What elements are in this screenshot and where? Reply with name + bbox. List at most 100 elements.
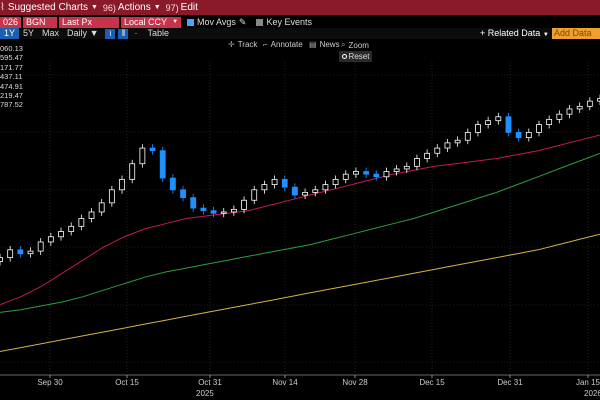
- related-data-label: + Related Data: [480, 28, 541, 38]
- candle-body: [353, 171, 359, 175]
- x-tick-label: Nov 14: [272, 378, 298, 387]
- candle-body: [17, 249, 24, 255]
- annotate-button[interactable]: ⌐ Annotate: [263, 40, 303, 49]
- actions-menu[interactable]: 96) Actions ▼: [103, 0, 166, 15]
- x-tick-label: Oct 15: [115, 378, 139, 387]
- security-field[interactable]: 026: [0, 16, 22, 28]
- reset-button[interactable]: Reset: [339, 51, 372, 62]
- line-chart-icon[interactable]: ⌇: [105, 28, 116, 39]
- news-icon: ▤: [309, 40, 317, 49]
- candle-body: [27, 250, 34, 255]
- candle-body: [37, 241, 44, 252]
- period-max[interactable]: Max: [42, 28, 60, 38]
- ma-short-line: [0, 134, 600, 306]
- caret-down-icon: ▼: [542, 32, 549, 38]
- candle-body: [129, 163, 136, 180]
- top-menu-bar: ⌇ Suggested Charts ▼ 96) Actions ▼ 97) E…: [0, 0, 600, 15]
- candle-body: [47, 236, 54, 243]
- candle-body: [525, 132, 532, 139]
- x-tick-label: Jan 15: [576, 378, 600, 387]
- price-field-value: Last Px: [62, 16, 93, 27]
- candle-body: [68, 225, 75, 232]
- price-field-select[interactable]: Last Px: [59, 16, 120, 28]
- year-label-2025: 2025: [196, 389, 214, 398]
- candle-body: [597, 98, 600, 102]
- track-label: Track: [237, 40, 258, 49]
- pencil-icon[interactable]: ✎: [238, 16, 247, 27]
- x-tick-label: Dec 15: [419, 378, 445, 387]
- legend-value: 219.47: [0, 90, 23, 100]
- table-button[interactable]: Table: [147, 28, 169, 38]
- candle-body: [536, 124, 542, 133]
- annotate-label: Annotate: [270, 40, 303, 49]
- zoom-button[interactable]: ⌕ Zoom: [341, 40, 369, 50]
- candle-body: [180, 189, 186, 199]
- candle-body: [312, 189, 319, 193]
- candle-body: [454, 139, 461, 144]
- caret-down-icon: ▼: [153, 4, 161, 11]
- candle-body: [485, 120, 492, 125]
- candle-body: [363, 171, 370, 175]
- candle-body: [7, 249, 14, 259]
- candle-chart-icon[interactable]: ⫼: [118, 28, 129, 39]
- x-tick-label: Oct 31: [198, 378, 222, 387]
- source-value: BGN: [26, 16, 46, 27]
- candle-body: [220, 211, 227, 214]
- news-button[interactable]: ▤ News: [309, 40, 340, 49]
- period-5y[interactable]: 5Y: [23, 28, 35, 38]
- key-events-checkbox[interactable]: [256, 18, 264, 26]
- legend-value: 437.11: [0, 72, 23, 82]
- candle-body: [159, 150, 166, 179]
- reset-icon: [341, 54, 347, 59]
- mov-avgs-checkbox[interactable]: [187, 18, 195, 26]
- ma-long-line: [0, 233, 600, 352]
- caret-down-icon: ▼: [172, 18, 179, 25]
- legend-value: 060.13: [0, 44, 23, 53]
- source-field[interactable]: BGN: [23, 16, 58, 28]
- edit-menu[interactable]: 97) Edit: [166, 0, 203, 15]
- zoom-icon: ⌕: [341, 40, 346, 49]
- candle-body: [139, 147, 146, 165]
- candle-body: [88, 211, 95, 219]
- year-label-2026: 2026: [584, 389, 600, 398]
- candle-body: [546, 118, 553, 125]
- mov-avgs-label: Mov Avgs: [197, 17, 236, 27]
- suggested-charts-menu[interactable]: ⌇ Suggested Charts ▼: [0, 0, 103, 15]
- candle-body: [261, 184, 268, 191]
- candle-body: [0, 257, 3, 262]
- candle-body: [556, 113, 563, 120]
- candle-body: [292, 186, 298, 196]
- candle-body: [281, 178, 288, 188]
- track-button[interactable]: ✛ Track: [228, 40, 257, 49]
- add-data-input[interactable]: Add Data: [552, 28, 600, 39]
- candle-body: [515, 132, 522, 139]
- period-1y[interactable]: 1Y: [0, 28, 20, 39]
- currency-value: Local CCY: [124, 16, 168, 27]
- legend-value: 171.77: [0, 62, 23, 72]
- candle-body: [576, 105, 583, 110]
- ma-mid-line: [0, 152, 600, 313]
- edit-label: Edit: [180, 2, 198, 13]
- candle-body: [230, 208, 237, 213]
- candle-body: [383, 171, 390, 178]
- candle-body: [322, 184, 329, 191]
- candle-body: [98, 202, 105, 213]
- crosshair-icon: ✛: [228, 40, 235, 49]
- candle-body: [444, 142, 451, 149]
- key-events-label: Key Events: [266, 17, 312, 27]
- candle-body: [475, 124, 481, 133]
- security-toolbar: 026 BGN Last Px Local CCY ▼ Mov Avgs ✎ Ke…: [0, 16, 600, 28]
- related-data-button[interactable]: + Related Data ▼: [480, 28, 549, 39]
- annotate-icon: ⌐: [263, 40, 268, 49]
- more-dots-icon[interactable]: ·: [134, 28, 138, 38]
- legend-value: 595.47: [0, 53, 23, 63]
- candle-body: [566, 108, 573, 115]
- moving-average-lines: [0, 134, 600, 352]
- candle-body: [241, 199, 247, 210]
- frequency-select[interactable]: Daily ▼: [67, 28, 99, 38]
- chart-icon: ⌇: [0, 2, 5, 13]
- candle-body: [434, 147, 441, 154]
- currency-select[interactable]: Local CCY ▼: [121, 16, 182, 28]
- add-data-label: Add Data: [554, 28, 592, 38]
